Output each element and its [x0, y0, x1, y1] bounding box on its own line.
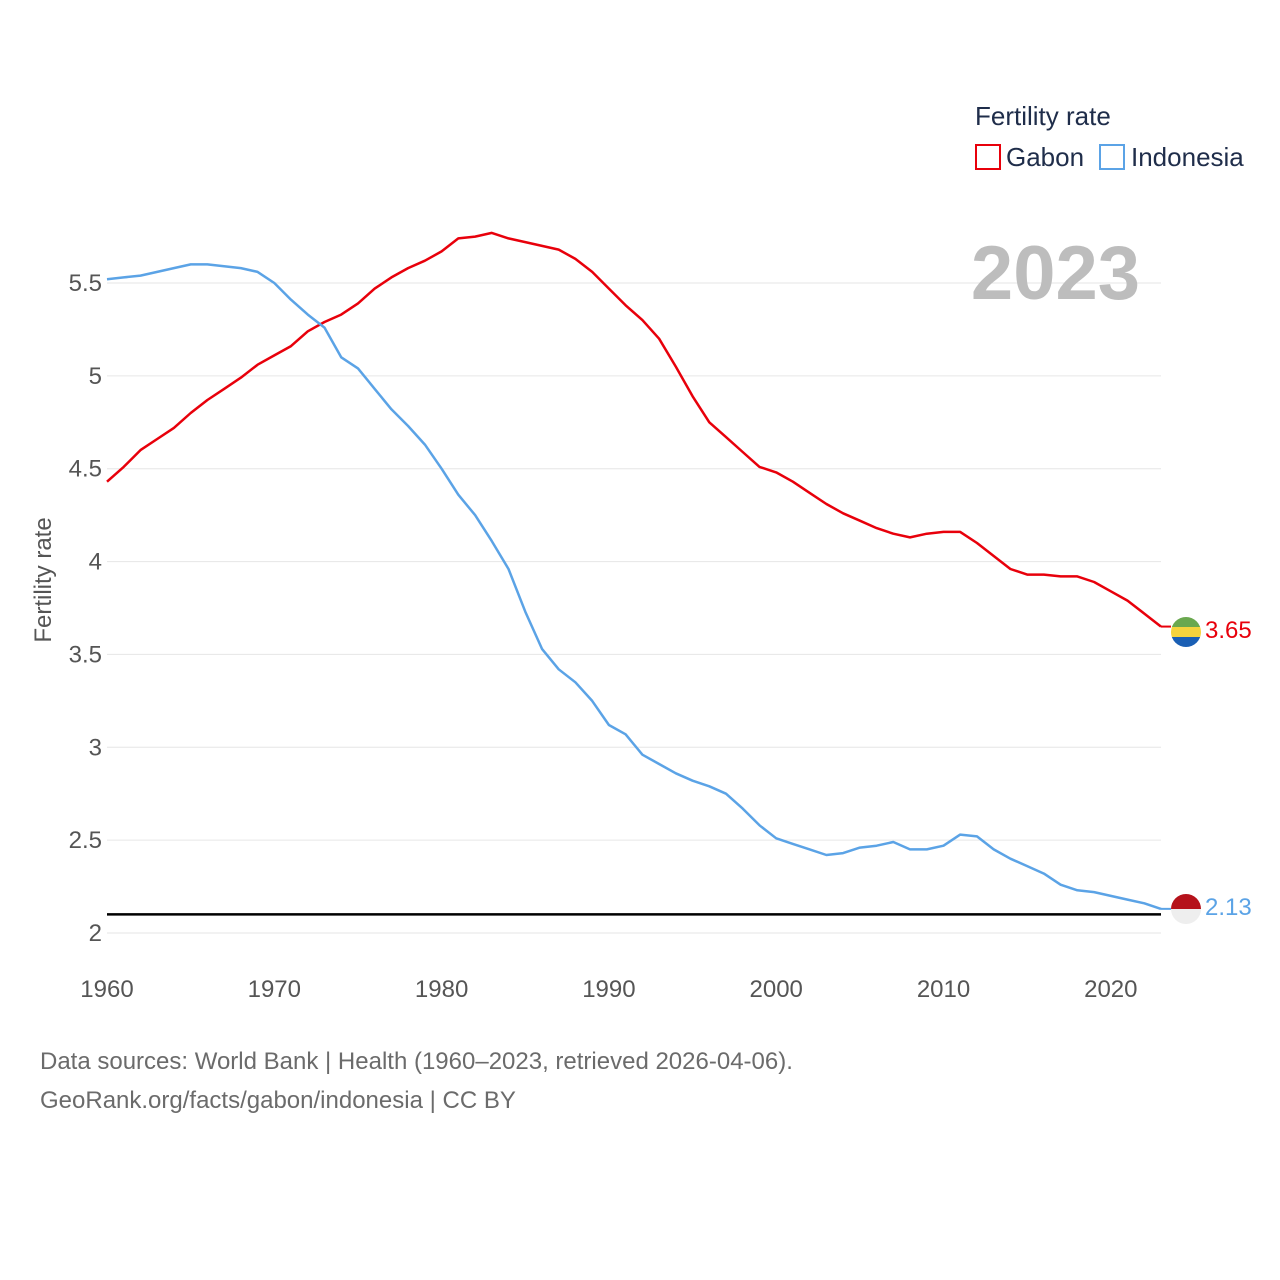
series-lines — [106, 231, 1171, 911]
y-tick-label: 4 — [89, 549, 102, 576]
y-tick-label: 3 — [89, 734, 102, 761]
footer: Data sources: World Bank | Health (1960–… — [40, 1042, 793, 1120]
x-axis-ticks: 1960 1970 1980 1990 2000 2010 2020 — [80, 976, 1137, 1003]
legend-item-gabon[interactable]: Gabon — [975, 142, 1084, 172]
x-tick-label: 2000 — [750, 976, 803, 1003]
legend: Fertility rate Gabon Indonesia — [975, 101, 1244, 172]
y-tick-label: 5.5 — [69, 270, 102, 297]
legend-label-gabon: Gabon — [1006, 142, 1084, 172]
attribution-link[interactable]: GeoRank.org/facts/gabon/indonesia | CC B… — [40, 1087, 516, 1114]
current-year-label: 2023 — [971, 231, 1140, 316]
y-tick-label: 2 — [89, 920, 102, 947]
fertility-rate-chart: 2 2.5 3 3.5 4 4.5 5 5.5 1960 1970 1980 1990 2000 201… — [30, 101, 1252, 1003]
indonesia-end-value-label: 2.13 — [1205, 894, 1252, 921]
data-sources-text: Data sources: World Bank | Health (1960–… — [40, 1048, 793, 1075]
series-line-indonesia[interactable] — [106, 263, 1162, 911]
legend-item-indonesia[interactable]: Indonesia — [1099, 142, 1244, 172]
indonesia-flag — [1171, 894, 1201, 924]
gabon-end-value-label: 3.65 — [1205, 617, 1252, 644]
y-axis-title: Fertility rate — [30, 517, 57, 642]
y-tick-label: 4.5 — [69, 456, 102, 483]
grid — [107, 282, 1161, 934]
y-tick-label: 3.5 — [69, 641, 102, 668]
legend-label-indonesia: Indonesia — [1131, 142, 1244, 172]
y-tick-label: 5 — [89, 363, 102, 390]
x-tick-label: 1970 — [248, 976, 301, 1003]
y-axis-ticks: 2 2.5 3 3.5 4 4.5 5 5.5 — [69, 270, 102, 947]
x-tick-label: 1960 — [80, 976, 133, 1003]
legend-swatch-indonesia — [1099, 144, 1125, 170]
x-tick-label: 2020 — [1084, 976, 1137, 1003]
legend-title: Fertility rate — [975, 101, 1111, 131]
x-tick-label: 1980 — [415, 976, 468, 1003]
x-tick-label: 2010 — [917, 976, 970, 1003]
series-line-gabon[interactable] — [106, 231, 1162, 628]
y-tick-label: 2.5 — [69, 827, 102, 854]
gabon-flag — [1171, 617, 1201, 647]
x-tick-label: 1990 — [582, 976, 635, 1003]
series-endpoints: 3.65 2.13 — [1171, 617, 1252, 924]
legend-swatch-gabon — [975, 144, 1001, 170]
